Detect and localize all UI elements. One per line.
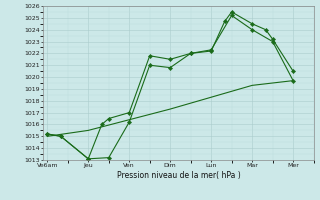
X-axis label: Pression niveau de la mer( hPa ): Pression niveau de la mer( hPa ) <box>116 171 240 180</box>
